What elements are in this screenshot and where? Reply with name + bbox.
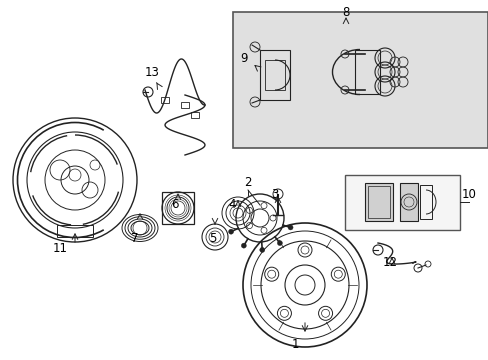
Bar <box>367 186 389 218</box>
Text: 7: 7 <box>131 231 139 244</box>
Circle shape <box>228 229 233 234</box>
Bar <box>354 50 379 94</box>
Bar <box>161 97 169 103</box>
Bar <box>260 50 289 100</box>
Circle shape <box>259 247 264 252</box>
Bar <box>345 175 459 230</box>
Bar <box>364 183 392 221</box>
Circle shape <box>241 243 246 248</box>
Bar <box>191 112 199 118</box>
Text: 13: 13 <box>144 66 159 78</box>
Circle shape <box>277 240 282 246</box>
Text: 6: 6 <box>171 198 179 211</box>
Text: 5: 5 <box>209 231 216 244</box>
Bar <box>162 192 194 224</box>
Text: 12: 12 <box>382 256 397 269</box>
Text: 8: 8 <box>342 5 349 18</box>
Circle shape <box>287 225 292 230</box>
Text: 1: 1 <box>291 338 298 351</box>
Text: 4: 4 <box>228 198 235 211</box>
Bar <box>399 183 417 221</box>
Bar <box>181 102 189 108</box>
Text: 9: 9 <box>240 51 247 64</box>
Text: 10: 10 <box>461 189 475 202</box>
Text: 11: 11 <box>52 242 67 255</box>
Bar <box>57 225 93 237</box>
Text: 3: 3 <box>271 189 278 202</box>
Bar <box>419 185 431 219</box>
Text: 2: 2 <box>244 176 251 189</box>
Bar <box>232 12 487 148</box>
Bar <box>264 60 285 90</box>
